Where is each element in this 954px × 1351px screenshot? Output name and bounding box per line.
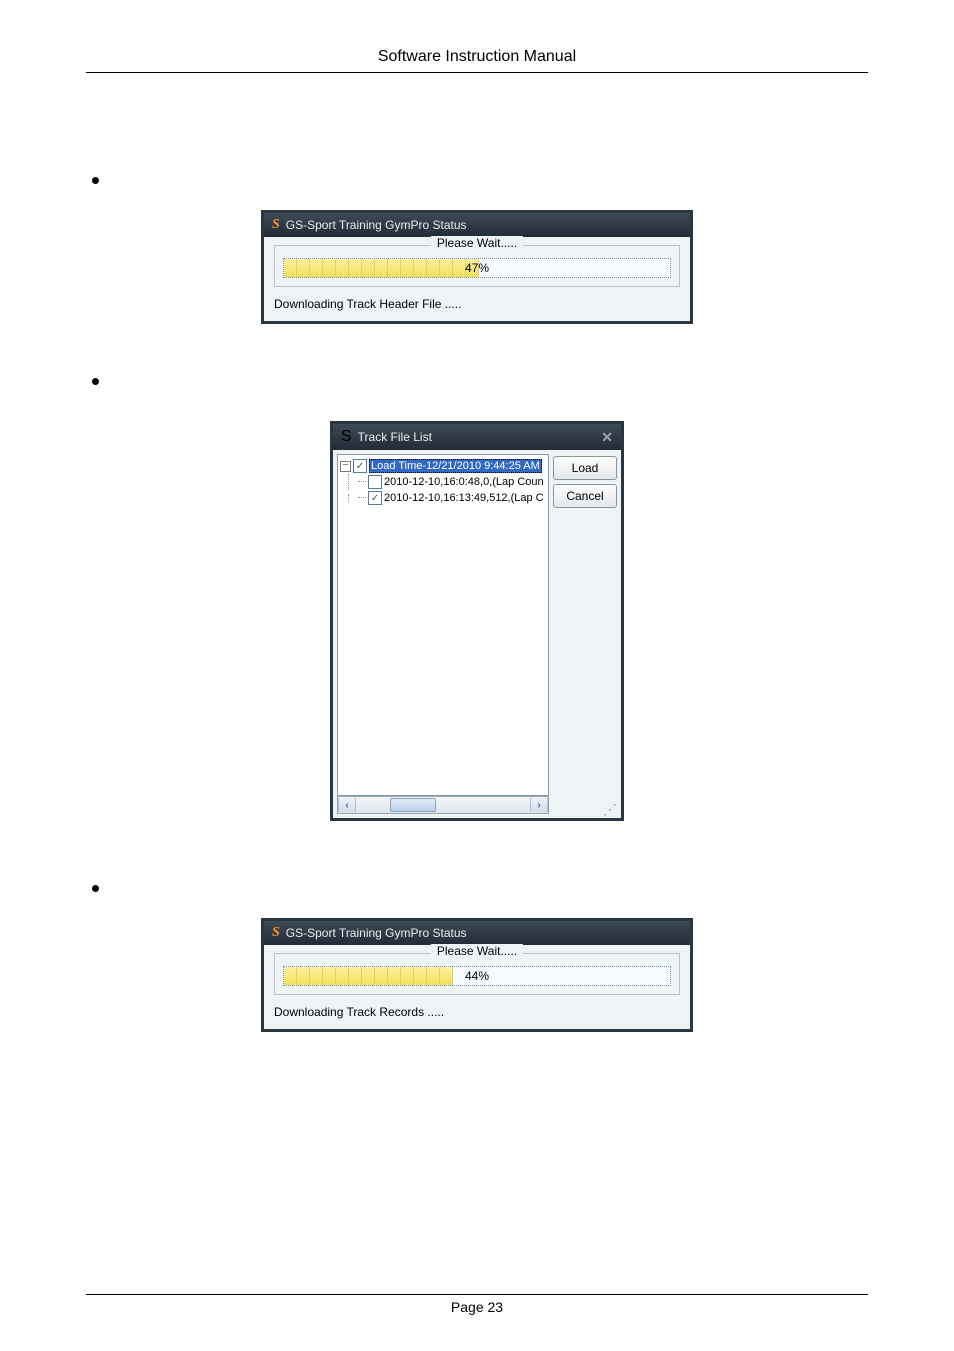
- checkbox-checked[interactable]: ✓: [353, 459, 367, 473]
- progress-cell: [414, 259, 427, 277]
- scroll-thumb[interactable]: [390, 798, 436, 812]
- collapse-icon[interactable]: −: [340, 461, 351, 472]
- tree-item[interactable]: 2010-12-10,16:0:48,0,(Lap Coun: [340, 474, 546, 490]
- fieldset-legend: Please Wait.....: [431, 944, 523, 958]
- tree-item[interactable]: ✓ 2010-12-10,16:13:49,512,(Lap C: [340, 490, 546, 506]
- app-logo-icon: S: [341, 428, 352, 446]
- dialog-titlebar: S GS-Sport Training GymPro Status: [264, 213, 690, 237]
- track-file-list-dialog: S Track File List ✕ − ✓ Load Time-12/21/…: [330, 421, 624, 821]
- dialog-title-text: GS-Sport Training GymPro Status: [286, 218, 467, 232]
- status-dialog-1: S GS-Sport Training GymPro Status Please…: [261, 210, 693, 324]
- checkbox-unchecked[interactable]: [368, 475, 382, 489]
- progress-cell: [310, 967, 323, 985]
- progress-percent: 44%: [465, 969, 489, 983]
- dialog-titlebar: S Track File List ✕: [333, 424, 621, 450]
- resize-grip-icon[interactable]: ⋰: [603, 801, 617, 818]
- progress-cell: [375, 967, 388, 985]
- tree-view[interactable]: − ✓ Load Time-12/21/2010 9:44:25 AM 2010…: [337, 454, 549, 796]
- tree-item-label[interactable]: 2010-12-10,16:0:48,0,(Lap Coun: [384, 476, 544, 488]
- progress-bar: 44%: [283, 966, 671, 986]
- fieldset-legend: Please Wait.....: [431, 236, 523, 250]
- progress-percent: 47%: [465, 261, 489, 275]
- dialog-body: Please Wait..... 47% Downloading Track H…: [264, 237, 690, 321]
- page-footer: Page 23: [86, 1294, 868, 1315]
- tree-root-label[interactable]: Load Time-12/21/2010 9:44:25 AM: [369, 459, 542, 473]
- progress-cell: [388, 967, 401, 985]
- progress-cell: [362, 967, 375, 985]
- cancel-button[interactable]: Cancel: [553, 484, 617, 508]
- scroll-right-icon[interactable]: ›: [530, 798, 548, 812]
- load-button[interactable]: Load: [553, 456, 617, 480]
- progress-cell: [349, 967, 362, 985]
- progress-cell: [297, 967, 310, 985]
- progress-cell: [297, 259, 310, 277]
- close-icon[interactable]: ✕: [601, 429, 613, 446]
- tree-root[interactable]: − ✓ Load Time-12/21/2010 9:44:25 AM: [340, 458, 546, 474]
- progress-cell: [427, 967, 440, 985]
- dialog-titlebar: S GS-Sport Training GymPro Status: [264, 921, 690, 945]
- progress-cell: [401, 967, 414, 985]
- bullet-1: [92, 173, 868, 184]
- tree-panel: − ✓ Load Time-12/21/2010 9:44:25 AM 2010…: [337, 454, 549, 814]
- bullet-dot-icon: [92, 378, 99, 385]
- scroll-left-icon[interactable]: ‹: [338, 798, 356, 812]
- app-logo-icon: S: [272, 925, 280, 941]
- progress-cell: [336, 259, 349, 277]
- dialog-title-text: Track File List: [358, 430, 432, 444]
- progress-cell: [362, 259, 375, 277]
- progress-cell: [336, 967, 349, 985]
- progress-cell: [414, 967, 427, 985]
- progress-cell: [323, 259, 336, 277]
- bullet-2: [92, 374, 868, 385]
- progress-cell: [388, 259, 401, 277]
- progress-bar: 47%: [283, 258, 671, 278]
- page-number: Page 23: [86, 1299, 868, 1315]
- app-logo-icon: S: [272, 217, 280, 233]
- status-text: Downloading Track Records .....: [274, 1005, 680, 1019]
- progress-fieldset: Please Wait..... 47%: [274, 245, 680, 287]
- progress-cell: [310, 259, 323, 277]
- dialog-title-text: GS-Sport Training GymPro Status: [286, 926, 467, 940]
- progress-cell: [284, 259, 297, 277]
- progress-cell: [349, 259, 362, 277]
- progress-cell: [323, 967, 336, 985]
- progress-cell: [440, 967, 453, 985]
- status-dialog-2: S GS-Sport Training GymPro Status Please…: [261, 918, 693, 1032]
- tree-item-label[interactable]: 2010-12-10,16:13:49,512,(Lap C: [384, 492, 544, 504]
- progress-cell: [284, 967, 297, 985]
- progress-cell: [440, 259, 453, 277]
- dialog-body: − ✓ Load Time-12/21/2010 9:44:25 AM 2010…: [333, 450, 621, 818]
- page-header-title: Software Instruction Manual: [86, 48, 868, 66]
- horizontal-scrollbar[interactable]: ‹ ›: [337, 796, 549, 814]
- progress-cell: [375, 259, 388, 277]
- dialog-body: Please Wait..... 44% Downloading Track R…: [264, 945, 690, 1029]
- progress-cell: [401, 259, 414, 277]
- progress-fieldset: Please Wait..... 44%: [274, 953, 680, 995]
- progress-cell: [427, 259, 440, 277]
- bullet-dot-icon: [92, 177, 99, 184]
- bullet-3: [92, 881, 868, 892]
- bullet-dot-icon: [92, 885, 99, 892]
- dialog-buttons: Load Cancel: [553, 454, 617, 814]
- status-text: Downloading Track Header File .....: [274, 297, 680, 311]
- checkbox-checked[interactable]: ✓: [368, 491, 382, 505]
